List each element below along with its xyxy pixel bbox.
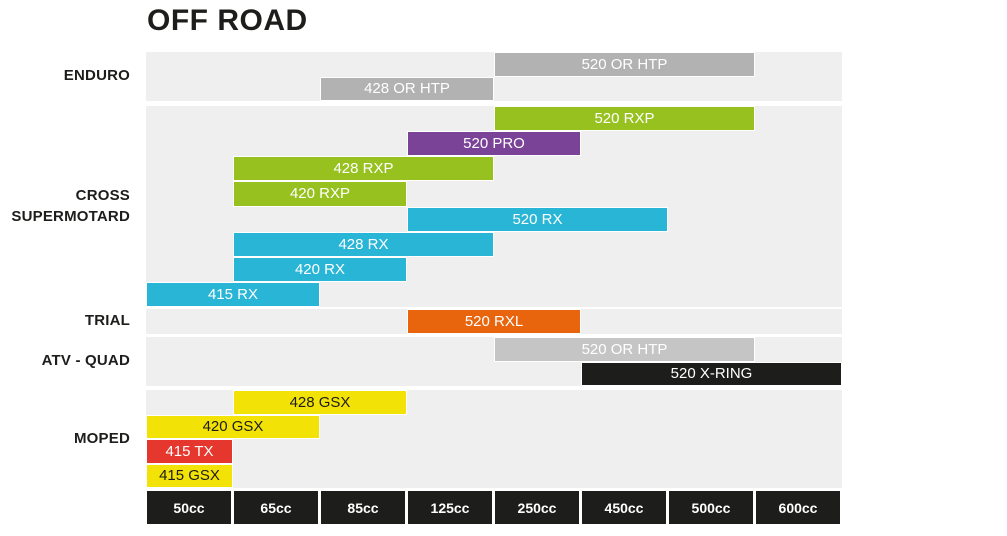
axis-label-600cc: 600cc	[756, 491, 840, 524]
row-label-line: SUPERMOTARD	[11, 207, 130, 225]
row-label-line: ENDURO	[63, 67, 130, 85]
bar-520-or-htp: 520 OR HTP	[494, 52, 755, 77]
bar-428-gsx: 428 GSX	[233, 390, 407, 415]
row-label-cross-supermotard: CROSS SUPERMOTARD	[0, 106, 130, 307]
band-moped: 428 GSX 420 GSX 415 TX 415 GSX	[146, 390, 842, 488]
axis-label-450cc: 450cc	[582, 491, 666, 524]
bar-415-gsx: 415 GSX	[146, 463, 233, 488]
chart-title: OFF ROAD	[147, 4, 308, 37]
axis-label-85cc: 85cc	[321, 491, 405, 524]
bar-428-or-htp: 428 OR HTP	[320, 76, 494, 101]
bar-520-or-htp: 520 OR HTP	[494, 337, 755, 362]
axis-label-125cc: 125cc	[408, 491, 492, 524]
bar-520-rxp: 520 RXP	[494, 106, 755, 132]
bar-415-tx: 415 TX	[146, 439, 233, 464]
bar-520-rxl: 520 RXL	[407, 309, 581, 334]
bar-415-rx: 415 RX	[146, 281, 320, 307]
bar-520-rx: 520 RX	[407, 206, 668, 232]
row-label-line: TRIAL	[84, 312, 130, 330]
row-label-atv-quad: ATV - QUAD	[0, 337, 130, 386]
bar-428-rxp: 428 RXP	[233, 156, 494, 182]
band-enduro: 520 OR HTP 428 OR HTP	[146, 52, 842, 101]
bar-420-rx: 420 RX	[233, 256, 407, 282]
bar-420-rxp: 420 RXP	[233, 181, 407, 207]
row-label-line: CROSS	[75, 187, 130, 205]
band-cross-supermotard: 520 RXP 520 PRO 428 RXP 420 RXP 520 RX 428 RX…	[146, 106, 842, 307]
bar-428-rx: 428 RX	[233, 231, 494, 257]
band-trial: 520 RXL	[146, 309, 842, 334]
row-label-line: ATV - QUAD	[41, 352, 130, 370]
row-label-moped: MOPED	[0, 390, 130, 488]
band-atv-quad: 520 OR HTP 520 X-RING	[146, 337, 842, 386]
bar-520-pro: 520 PRO	[407, 131, 581, 157]
axis-label-250cc: 250cc	[495, 491, 579, 524]
axis-label-65cc: 65cc	[234, 491, 318, 524]
bar-420-gsx: 420 GSX	[146, 414, 320, 439]
row-label-trial: TRIAL	[0, 309, 130, 334]
axis-label-500cc: 500cc	[669, 491, 753, 524]
axis-label-50cc: 50cc	[147, 491, 231, 524]
row-label-line: MOPED	[73, 429, 130, 447]
row-label-enduro: ENDURO	[0, 52, 130, 101]
bar-520-x-ring: 520 X-RING	[581, 361, 842, 386]
